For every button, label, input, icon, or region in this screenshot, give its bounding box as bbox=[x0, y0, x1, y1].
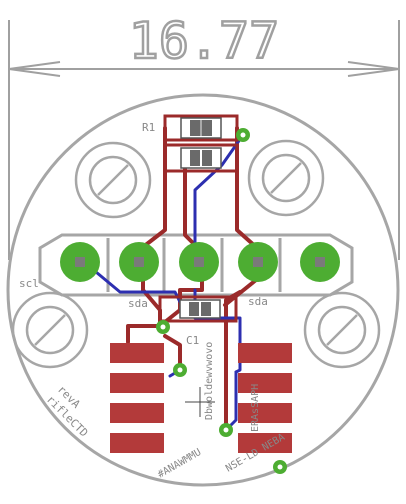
label-sda-left: sda bbox=[128, 297, 148, 310]
via-icon bbox=[156, 320, 170, 334]
label-sda-right: sda bbox=[248, 295, 268, 308]
mounting-hole-icon bbox=[11, 291, 89, 369]
via-icon bbox=[173, 363, 187, 377]
header-pad-3 bbox=[179, 242, 219, 282]
via-icon bbox=[273, 460, 287, 474]
header-pad-4 bbox=[238, 242, 278, 282]
via-icon bbox=[219, 423, 233, 437]
mounting-hole-icon bbox=[247, 139, 325, 217]
dimension-arrow-left bbox=[8, 61, 61, 77]
label-scl: scl bbox=[19, 277, 39, 290]
resistor-r2 bbox=[163, 143, 239, 173]
mounting-hole-icon bbox=[303, 291, 381, 369]
via-icon bbox=[236, 128, 250, 142]
resistor-r1 bbox=[163, 114, 239, 142]
dimension-arrow-right bbox=[347, 61, 400, 77]
dimension-annotation bbox=[8, 20, 400, 260]
header-pad-5 bbox=[300, 242, 340, 282]
header-outline bbox=[38, 233, 354, 297]
board-outline bbox=[6, 93, 400, 487]
label-chip-line2: ERAsSAPH bbox=[250, 384, 261, 432]
label-r1: R1 bbox=[142, 121, 155, 134]
header-pads bbox=[60, 242, 340, 282]
dimension-value: 16.77 bbox=[129, 12, 280, 70]
chip-pads-left bbox=[110, 343, 164, 453]
vias bbox=[156, 128, 287, 474]
origin-cross-icon bbox=[185, 387, 215, 417]
mounting-hole-icon bbox=[74, 141, 152, 219]
capacitor-c1 bbox=[158, 295, 238, 323]
label-chip-line1: Dbwoldewvwovo bbox=[204, 342, 215, 420]
label-c1: C1 bbox=[186, 334, 199, 347]
header-pad-1 bbox=[60, 242, 100, 282]
chip-pads-right bbox=[238, 343, 292, 453]
header-pad-2 bbox=[119, 242, 159, 282]
